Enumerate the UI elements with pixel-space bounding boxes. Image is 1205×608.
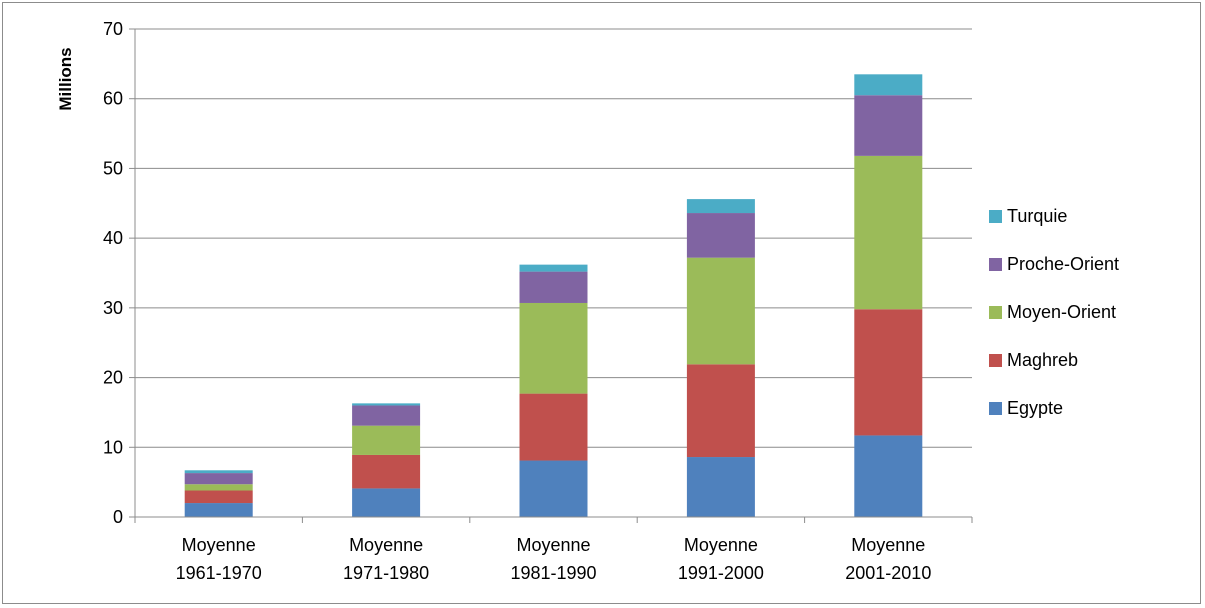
legend: Turquie Proche-Orient Moyen-Orient Maghreb E…	[989, 206, 1119, 418]
bar-segment-turquie	[854, 74, 923, 96]
bar-segment-proche-orient	[854, 95, 923, 156]
bar-segment-maghreb	[352, 454, 421, 489]
x-tick-label: 1971-1980	[343, 563, 429, 583]
stacked-bar-chart: 0 10 20 30 40 50 60 70 Moyenne 1961-1970 Moyenne 1…	[56, 19, 1119, 583]
y-tick-label: 50	[103, 158, 123, 178]
y-tick-label: 60	[103, 89, 123, 109]
bar-segment-moyen-orient	[686, 257, 755, 365]
legend-swatch	[989, 402, 1002, 415]
bar-segment-proche-orient	[519, 271, 588, 303]
bar-segment-turquie	[686, 199, 755, 214]
legend-swatch	[989, 258, 1002, 271]
legend-label: Maghreb	[1007, 350, 1078, 370]
bar-segment-maghreb	[184, 490, 253, 504]
bar-segment-turquie	[352, 403, 421, 406]
bar-segment-turquie	[184, 470, 253, 474]
x-tick-label: 1991-2000	[678, 563, 764, 583]
y-axis-label: Millions	[56, 47, 75, 110]
y-tick-label: 40	[103, 228, 123, 248]
y-tick-label: 30	[103, 298, 123, 318]
y-tick-labels: 0 10 20 30 40 50 60 70	[103, 19, 123, 527]
bar-segment-egypte	[854, 435, 923, 517]
legend-swatch	[989, 210, 1002, 223]
bar-segment-moyen-orient	[854, 155, 923, 310]
legend-swatch	[989, 354, 1002, 367]
bar-segment-egypte	[184, 503, 253, 517]
y-tick-label: 10	[103, 437, 123, 457]
x-tick-label: 2001-2010	[845, 563, 931, 583]
bar-segment-proche-orient	[184, 473, 253, 485]
x-tick-label: 1961-1970	[176, 563, 262, 583]
bar-segment-egypte	[519, 460, 588, 517]
y-tick-label: 20	[103, 368, 123, 388]
legend-label: Moyen-Orient	[1007, 302, 1116, 322]
bar-segment-maghreb	[686, 364, 755, 458]
x-tick-label: 1981-1990	[510, 563, 596, 583]
x-tick-labels: Moyenne 1961-1970 Moyenne 1971-1980 Moyenne 1…	[176, 535, 932, 583]
bar-segment-proche-orient	[686, 213, 755, 258]
legend-label: Proche-Orient	[1007, 254, 1119, 274]
x-tick-label: Moyenne	[182, 535, 256, 555]
legend-label: Egypte	[1007, 398, 1063, 418]
x-tick-label: Moyenne	[516, 535, 590, 555]
x-tick-label: Moyenne	[684, 535, 758, 555]
bar-segment-egypte	[686, 457, 755, 517]
y-tick-label: 0	[113, 507, 123, 527]
bar-segment-moyen-orient	[352, 425, 421, 455]
axes	[129, 28, 973, 523]
bar-segment-proche-orient	[352, 405, 421, 426]
bar-segment-moyen-orient	[184, 484, 253, 491]
x-tick-label: Moyenne	[851, 535, 925, 555]
bar-segment-turquie	[519, 264, 588, 272]
legend-swatch	[989, 306, 1002, 319]
bar-segment-maghreb	[854, 309, 923, 436]
y-tick-label: 70	[103, 19, 123, 39]
bar-segment-egypte	[352, 488, 421, 517]
bar-segment-maghreb	[519, 393, 588, 461]
bars	[184, 74, 923, 517]
bar-segment-moyen-orient	[519, 302, 588, 394]
legend-label: Turquie	[1007, 206, 1067, 226]
x-tick-label: Moyenne	[349, 535, 423, 555]
